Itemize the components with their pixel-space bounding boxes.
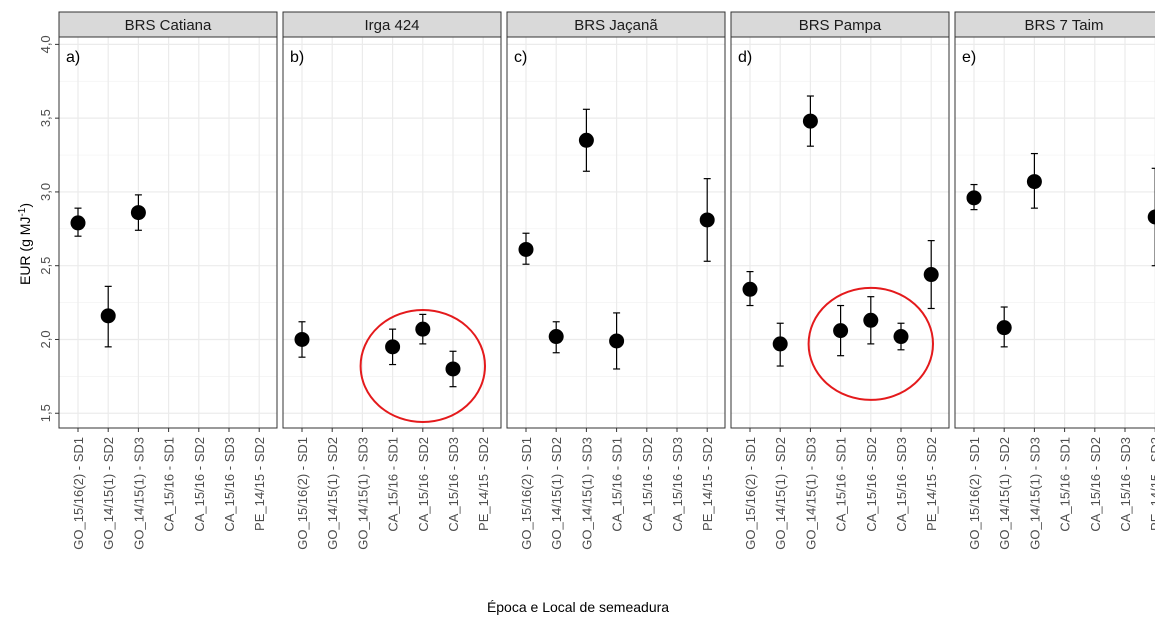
- panel-tag: d): [738, 49, 752, 66]
- x-tick-label: CA_15/16 - SD1: [834, 437, 849, 532]
- data-point: [893, 329, 909, 345]
- panel-border: [954, 36, 1155, 429]
- x-tick-label: GO_14/15(1) - SD3: [355, 437, 370, 550]
- highlight-ellipse: [807, 286, 934, 401]
- x-tick-label: CA_15/16 - SD2: [416, 437, 431, 532]
- panel-strip-title: BRS Pampa: [799, 17, 882, 34]
- y-axis-title-close: ): [17, 203, 33, 208]
- data-point: [70, 215, 86, 231]
- x-tick-label: CA_15/16 - SD3: [894, 437, 909, 532]
- data-point: [578, 132, 594, 148]
- x-tick-label: CA_15/16 - SD2: [640, 437, 655, 532]
- x-tick-label: CA_15/16 - SD2: [192, 437, 207, 532]
- x-tick-label: GO_14/15(1) - SD2: [101, 437, 116, 550]
- panel-tag: b): [290, 49, 304, 66]
- y-tick-label: 4,0: [38, 35, 53, 53]
- panel-border: [730, 36, 950, 429]
- panel-strip: [282, 11, 502, 38]
- x-tick-label: CA_15/16 - SD1: [610, 437, 625, 532]
- y-tick-label: 2,5: [38, 257, 53, 275]
- panel-3: BRS Jaçanã c) GO_15/16(2) - SD1 GO_14/15(1)…: [506, 11, 726, 550]
- y-axis-title: EUR (g MJ-1): [17, 203, 33, 285]
- x-tick-label: PE_14/15 - SD2: [924, 437, 939, 531]
- data-point: [385, 339, 401, 355]
- x-tick-label: GO_15/16(2) - SD1: [519, 437, 534, 550]
- data-point: [742, 281, 758, 297]
- x-tick-label: GO_15/16(2) - SD1: [967, 437, 982, 550]
- panel-border: [506, 36, 726, 429]
- panel-strip-title: BRS Jaçanã: [574, 17, 658, 34]
- x-tick-label: PE_14/15 - SD2: [476, 437, 491, 531]
- x-tick-label: GO_14/15(1) - SD2: [773, 437, 788, 550]
- x-tick-label: GO_14/15(1) - SD2: [997, 437, 1012, 550]
- x-tick-label: GO_14/15(1) - SD2: [549, 437, 564, 550]
- x-tick-label: GO_15/16(2) - SD1: [71, 437, 86, 550]
- panel-border: [282, 36, 502, 429]
- panel-strip-title: Irga 424: [364, 17, 419, 34]
- x-tick-label: GO_14/15(1) - SD3: [803, 437, 818, 550]
- y-tick-label: 3,0: [38, 183, 53, 201]
- data-point: [802, 113, 818, 129]
- x-tick-label: PE_14/15 - SD2: [700, 437, 715, 531]
- panel-5: BRS 7 Taim e) GO_15/16(2) - SD1 GO_14/15(1)…: [954, 11, 1156, 550]
- panel-strip: [506, 11, 726, 38]
- data-point: [445, 361, 461, 377]
- x-tick-label: GO_15/16(2) - SD1: [743, 437, 758, 550]
- x-tick-label: CA_15/16 - SD1: [162, 437, 177, 532]
- x-tick-label: PE_14/15 - SD2: [1148, 437, 1156, 531]
- y-axis-title-superscript: -1: [17, 207, 28, 216]
- panel-tag: a): [66, 49, 80, 66]
- data-point: [609, 333, 625, 349]
- x-axis-title: Época e Local de semeadura: [487, 599, 669, 615]
- x-tick-label: GO_14/15(1) - SD2: [325, 437, 340, 550]
- x-tick-label: CA_15/16 - SD1: [1058, 437, 1073, 532]
- data-point: [1147, 209, 1155, 225]
- x-tick-label: GO_14/15(1) - SD3: [1027, 437, 1042, 550]
- data-point: [548, 329, 564, 345]
- data-point: [130, 205, 146, 221]
- y-tick-label: 1,5: [38, 404, 53, 422]
- y-tick-label: 3,5: [38, 109, 53, 127]
- data-point: [923, 267, 939, 283]
- x-tick-label: CA_15/16 - SD3: [222, 437, 237, 532]
- data-point: [966, 190, 982, 206]
- data-point: [294, 331, 310, 347]
- data-point: [100, 308, 116, 324]
- data-point: [415, 321, 431, 337]
- panel-background: [955, 37, 1155, 428]
- data-point: [863, 312, 879, 328]
- data-point: [996, 320, 1012, 336]
- highlight-ellipse: [359, 309, 486, 424]
- x-tick-label: GO_14/15(1) - SD3: [579, 437, 594, 550]
- panel-strip: [954, 11, 1155, 38]
- facet-panels: BRS Catiana a) GO_15/16(2) - SD1 GO_14/15(1…: [38, 11, 1156, 550]
- data-point: [772, 336, 788, 352]
- x-tick-label: CA_15/16 - SD2: [1088, 437, 1103, 532]
- panel-tag: c): [514, 49, 527, 66]
- x-tick-label: GO_15/16(2) - SD1: [295, 437, 310, 550]
- x-tick-label: GO_14/15(1) - SD3: [131, 437, 146, 550]
- data-point: [699, 212, 715, 228]
- panel-strip-title: BRS 7 Taim: [1025, 17, 1104, 34]
- x-tick-label: CA_15/16 - SD3: [1118, 437, 1133, 532]
- x-tick-label: PE_14/15 - SD2: [252, 437, 267, 531]
- data-point: [518, 241, 534, 257]
- x-tick-label: CA_15/16 - SD1: [386, 437, 401, 532]
- y-tick-label: 2,0: [38, 330, 53, 348]
- data-point: [833, 323, 849, 339]
- data-point: [1026, 174, 1042, 190]
- x-tick-label: CA_15/16 - SD3: [670, 437, 685, 532]
- panel-4: BRS Pampa d) GO_15/16(2) - SD1 GO_14/15(1) …: [730, 11, 950, 550]
- y-axis-title-main: EUR (g MJ: [17, 217, 33, 285]
- panel-1: BRS Catiana a) GO_15/16(2) - SD1 GO_14/15(1…: [58, 11, 278, 550]
- x-tick-label: CA_15/16 - SD2: [864, 437, 879, 532]
- x-tick-label: CA_15/16 - SD3: [446, 437, 461, 532]
- panel-tag: e): [962, 49, 976, 66]
- panel-strip: [730, 11, 950, 38]
- panel-border: [58, 36, 278, 429]
- panel-2: Irga 424 b) GO_15/16(2) - SD1 GO_14/15(1) -…: [282, 11, 502, 550]
- panel-strip-title: BRS Catiana: [125, 17, 212, 34]
